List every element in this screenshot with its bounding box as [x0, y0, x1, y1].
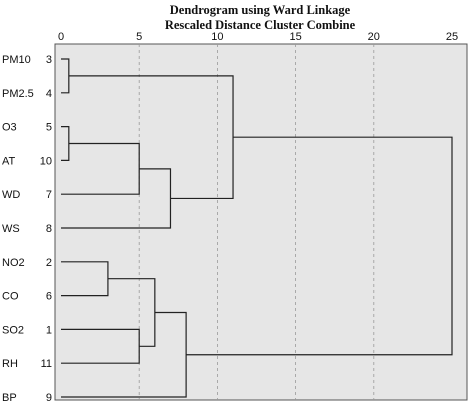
leaf-name-bp: BP	[2, 392, 17, 403]
leaf-name-no2: NO2	[2, 257, 25, 269]
leaf-name-rh: RH	[2, 358, 18, 370]
leaf-number-9: 9	[46, 392, 52, 403]
leaf-number-4: 4	[46, 88, 52, 100]
x-tick-label-25: 25	[446, 31, 458, 43]
leaf-name-co: CO	[2, 291, 19, 303]
leaf-name-at: AT	[2, 155, 16, 167]
leaf-name-pm10: PM10	[2, 54, 31, 66]
leaf-name-ws: WS	[2, 223, 20, 235]
x-tick-label-10: 10	[211, 31, 223, 43]
x-tick-label-5: 5	[136, 31, 142, 43]
leaf-number-8: 8	[46, 223, 52, 235]
leaf-number-3: 3	[46, 54, 52, 66]
leaf-name-wd: WD	[2, 189, 20, 201]
leaf-name-so2: SO2	[2, 324, 24, 336]
plot-area	[54, 43, 468, 401]
leaf-name-pm25: PM2.5	[2, 88, 34, 100]
leaf-number-10: 10	[40, 155, 52, 167]
x-tick-label-20: 20	[368, 31, 380, 43]
leaf-number-2: 2	[46, 257, 52, 269]
leaf-name-o3: O3	[2, 122, 17, 134]
x-tick-labels: 0 5 10 15 20 25	[58, 31, 458, 43]
leaf-number-1: 1	[46, 324, 52, 336]
leaf-number-7: 7	[46, 189, 52, 201]
leaf-number-6: 6	[46, 291, 52, 303]
leaf-number-11: 11	[41, 358, 52, 370]
x-tick-label-15: 15	[289, 31, 301, 43]
dendrogram-links	[61, 58, 453, 398]
x-tick-label-0: 0	[58, 31, 64, 43]
leaf-labels: PM10 3 PM2.5 4 O3 5 AT 10 WD 7 WS 8 NO2 2 CO 6 SO2 1 RH 11 B…	[2, 54, 52, 404]
dendrogram-link-m10	[186, 136, 453, 356]
chart-subtitle: Rescaled Distance Cluster Combine	[165, 18, 356, 32]
leaf-number-5: 5	[46, 122, 52, 134]
chart-title: Dendrogram using Ward Linkage	[170, 3, 351, 17]
